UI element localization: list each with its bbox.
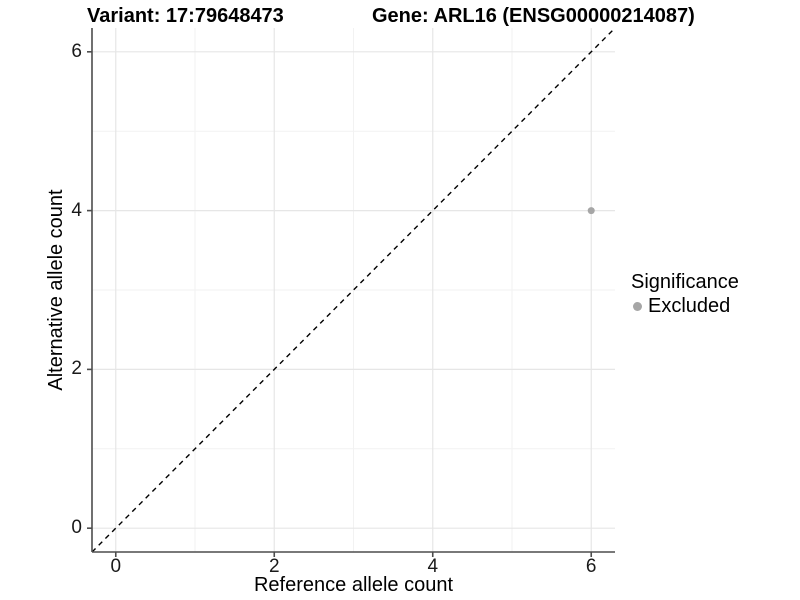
y-tick-label: 4 xyxy=(71,199,82,221)
x-tick-label: 0 xyxy=(110,556,122,577)
legend-item-excluded: Excluded xyxy=(631,295,730,318)
plot-title-variant: Variant: 17:79648473 xyxy=(87,5,284,27)
legend-item-label: Excluded xyxy=(648,295,731,317)
legend: Significance Excluded xyxy=(631,271,739,318)
y-tick-label: 0 xyxy=(71,517,82,539)
data-point xyxy=(587,207,595,215)
y-tick-label: 2 xyxy=(71,358,82,380)
legend-key-point-icon xyxy=(633,302,642,311)
x-tick-label: 6 xyxy=(585,556,597,577)
x-tick-label: 4 xyxy=(427,556,439,577)
legend-title: Significance xyxy=(631,271,739,293)
y-axis-title: Alternative allele count xyxy=(45,189,67,391)
x-tick-label: 2 xyxy=(268,556,280,577)
y-tick-label: 6 xyxy=(71,40,82,62)
plot-title-gene: Gene: ARL16 (ENSG00000214087) xyxy=(372,5,695,27)
x-axis-title: Reference allele count xyxy=(253,574,453,596)
